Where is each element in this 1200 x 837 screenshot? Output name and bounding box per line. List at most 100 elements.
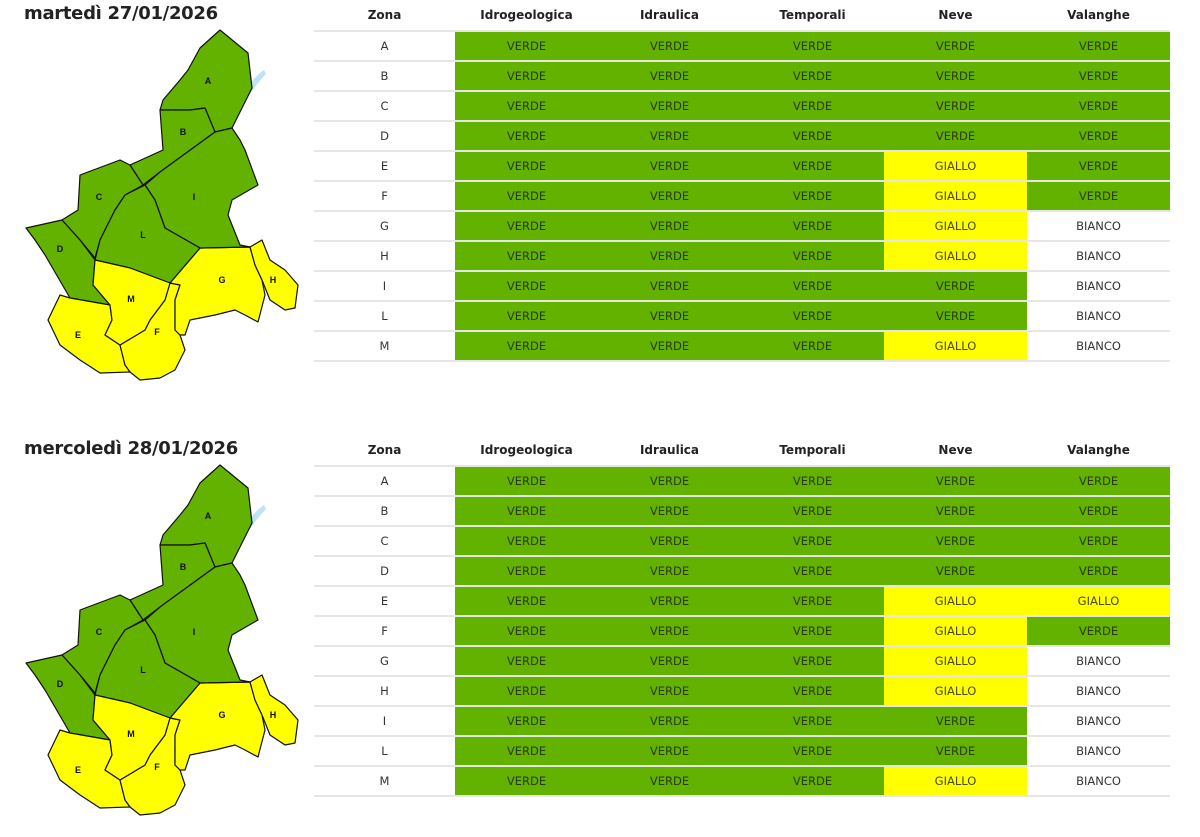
zone-cell: D xyxy=(314,556,455,587)
table-row: E VERDE VERDE VERDE GIALLO VERDE xyxy=(314,151,1170,182)
idraulica-level-cell: VERDE xyxy=(598,676,741,707)
zone-cell: M xyxy=(314,766,455,797)
column-header-idrogeologica: Idrogeologica xyxy=(455,0,598,32)
idraulica-level-cell: VERDE xyxy=(598,586,741,617)
column-header-idraulica: Idraulica xyxy=(598,435,741,467)
idraulica-level-cell: VERDE xyxy=(598,616,741,647)
valanghe-level-cell: VERDE xyxy=(1027,91,1170,122)
temporali-level-cell: VERDE xyxy=(741,91,884,122)
valanghe-level-cell: BIANCO xyxy=(1027,676,1170,707)
temporali-level-cell: VERDE xyxy=(741,271,884,302)
map-zone-label: B xyxy=(180,562,187,572)
valanghe-level-cell: BIANCO xyxy=(1027,271,1170,302)
temporali-level-cell: VERDE xyxy=(741,301,884,332)
alert-table: Zona Idrogeologica Idraulica Temporali Neve V… xyxy=(314,435,1170,797)
idrogeologica-level-cell: VERDE xyxy=(455,496,598,527)
idraulica-level-cell: VERDE xyxy=(598,646,741,677)
neve-level-cell: GIALLO xyxy=(884,676,1027,707)
idrogeologica-level-cell: VERDE xyxy=(455,646,598,677)
idrogeologica-level-cell: VERDE xyxy=(455,616,598,647)
column-header-idrogeologica: Idrogeologica xyxy=(455,435,598,467)
table-row: A VERDE VERDE VERDE VERDE VERDE xyxy=(314,31,1170,62)
valanghe-level-cell: BIANCO xyxy=(1027,736,1170,767)
idraulica-level-cell: VERDE xyxy=(598,121,741,152)
map-zone-label: C xyxy=(96,192,103,202)
idrogeologica-level-cell: VERDE xyxy=(455,181,598,212)
neve-level-cell: GIALLO xyxy=(884,211,1027,242)
temporali-level-cell: VERDE xyxy=(741,31,884,62)
map-zone-label: L xyxy=(140,230,146,240)
neve-level-cell: GIALLO xyxy=(884,331,1027,362)
table-row: A VERDE VERDE VERDE VERDE VERDE xyxy=(314,466,1170,497)
idrogeologica-level-cell: VERDE xyxy=(455,301,598,332)
temporali-level-cell: VERDE xyxy=(741,526,884,557)
idrogeologica-level-cell: VERDE xyxy=(455,736,598,767)
map-zone-h[interactable] xyxy=(249,239,299,311)
valanghe-level-cell: VERDE xyxy=(1027,496,1170,527)
valanghe-level-cell: VERDE xyxy=(1027,151,1170,182)
zone-cell: I xyxy=(314,271,455,302)
neve-level-cell: VERDE xyxy=(884,301,1027,332)
idraulica-level-cell: VERDE xyxy=(598,526,741,557)
map-zone-label: L xyxy=(140,665,146,675)
map-zone-h[interactable] xyxy=(249,674,299,746)
neve-level-cell: GIALLO xyxy=(884,151,1027,182)
temporali-level-cell: VERDE xyxy=(741,61,884,92)
temporali-level-cell: VERDE xyxy=(741,676,884,707)
map-zone-label: A xyxy=(205,76,212,86)
zone-cell: F xyxy=(314,181,455,212)
map-zone-label: D xyxy=(57,244,64,254)
zone-cell: F xyxy=(314,616,455,647)
day-title: mercoledì 28/01/2026 xyxy=(24,438,238,459)
idraulica-level-cell: VERDE xyxy=(598,151,741,182)
valanghe-level-cell: VERDE xyxy=(1027,526,1170,557)
map-zone-m[interactable] xyxy=(92,694,171,781)
zone-cell: E xyxy=(314,586,455,617)
table-row: M VERDE VERDE VERDE GIALLO BIANCO xyxy=(314,766,1170,797)
column-header-neve: Neve xyxy=(884,0,1027,32)
column-header-idraulica: Idraulica xyxy=(598,0,741,32)
temporali-level-cell: VERDE xyxy=(741,331,884,362)
zone-cell: L xyxy=(314,736,455,767)
idrogeologica-level-cell: VERDE xyxy=(455,61,598,92)
zone-cell: A xyxy=(314,466,455,497)
column-header-valanghe: Valanghe xyxy=(1027,435,1170,467)
temporali-level-cell: VERDE xyxy=(741,466,884,497)
map-zone-label: E xyxy=(75,765,81,775)
valanghe-level-cell: VERDE xyxy=(1027,121,1170,152)
map-zone-label: H xyxy=(270,710,277,720)
temporali-level-cell: VERDE xyxy=(741,616,884,647)
table-row: D VERDE VERDE VERDE VERDE VERDE xyxy=(314,556,1170,587)
neve-level-cell: GIALLO xyxy=(884,766,1027,797)
idraulica-level-cell: VERDE xyxy=(598,496,741,527)
table-row: L VERDE VERDE VERDE VERDE BIANCO xyxy=(314,736,1170,767)
valanghe-level-cell: BIANCO xyxy=(1027,646,1170,677)
zone-cell: G xyxy=(314,646,455,677)
table-row: G VERDE VERDE VERDE GIALLO BIANCO xyxy=(314,211,1170,242)
idraulica-level-cell: VERDE xyxy=(598,766,741,797)
table-row: C VERDE VERDE VERDE VERDE VERDE xyxy=(314,91,1170,122)
valanghe-level-cell: BIANCO xyxy=(1027,301,1170,332)
map-zone-m[interactable] xyxy=(92,259,171,346)
piemonte-zones-map: A B C D E F G H I L M xyxy=(25,29,299,381)
idrogeologica-level-cell: VERDE xyxy=(455,151,598,182)
idrogeologica-level-cell: VERDE xyxy=(455,766,598,797)
column-header-temporali: Temporali xyxy=(741,0,884,32)
table-row: G VERDE VERDE VERDE GIALLO BIANCO xyxy=(314,646,1170,677)
idrogeologica-level-cell: VERDE xyxy=(455,241,598,272)
idrogeologica-level-cell: VERDE xyxy=(455,211,598,242)
table-row: M VERDE VERDE VERDE GIALLO BIANCO xyxy=(314,331,1170,362)
map-zone-label: F xyxy=(154,327,160,337)
idrogeologica-level-cell: VERDE xyxy=(455,31,598,62)
zone-cell: C xyxy=(314,91,455,122)
valanghe-level-cell: BIANCO xyxy=(1027,211,1170,242)
table-row: I VERDE VERDE VERDE VERDE BIANCO xyxy=(314,271,1170,302)
column-header-valanghe: Valanghe xyxy=(1027,0,1170,32)
idrogeologica-level-cell: VERDE xyxy=(455,121,598,152)
idraulica-level-cell: VERDE xyxy=(598,556,741,587)
map-zone-label: D xyxy=(57,679,64,689)
idraulica-level-cell: VERDE xyxy=(598,61,741,92)
temporali-level-cell: VERDE xyxy=(741,646,884,677)
zone-cell: D xyxy=(314,121,455,152)
temporali-level-cell: VERDE xyxy=(741,736,884,767)
